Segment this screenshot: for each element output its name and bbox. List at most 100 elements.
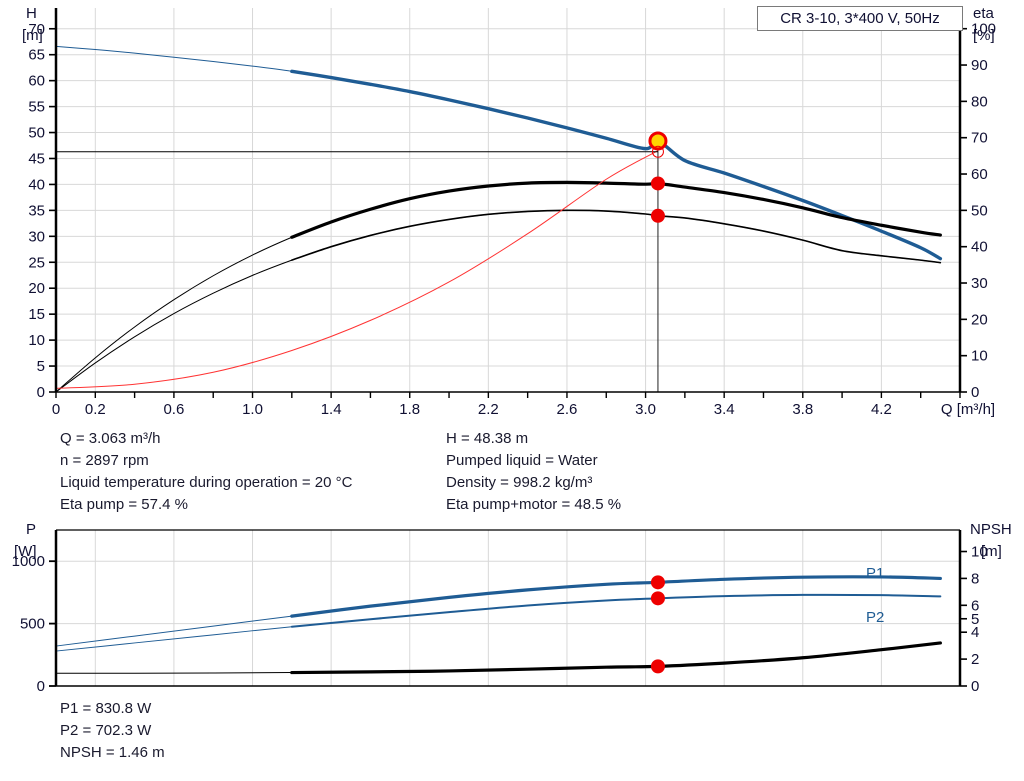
right-axis-tick-label: 20 — [971, 311, 988, 328]
info-liquid-temperature: Liquid temperature during operation = 20… — [60, 474, 353, 491]
bottom-right-axis-title: NPSH — [970, 521, 1012, 538]
left-axis-tick-label: 20 — [28, 280, 45, 297]
x-axis-tick-label: 4.2 — [871, 401, 892, 418]
info-p1: P1 = 830.8 W — [60, 700, 152, 717]
info-pumped-liquid: Pumped liquid = Water — [446, 452, 598, 469]
bottom-right-axis-tick-label: 5 — [971, 611, 979, 628]
left-axis-tick-label: 10 — [28, 332, 45, 349]
bottom-left-axis-unit: [W] — [14, 543, 37, 560]
bottom-markers — [650, 575, 665, 674]
left-axis-tick-label: 45 — [28, 150, 45, 167]
bottom-right-axis-tick-label: 4 — [971, 624, 979, 641]
right-axis-tick-label: 50 — [971, 202, 988, 219]
right-axis-tick-label: 0 — [971, 384, 979, 401]
x-axis-tick-label: 2.6 — [557, 401, 578, 418]
system-curve — [55, 150, 659, 389]
curve-thick-p2 — [290, 593, 942, 628]
x-axis-tick-label: 2.2 — [478, 401, 499, 418]
left-axis-tick-label: 60 — [28, 73, 45, 90]
right-axis-tick-label: 10 — [971, 348, 988, 365]
left-axis-tick-label: 50 — [28, 125, 45, 142]
p2-curve-label: P2 — [866, 609, 884, 626]
right-axis-tick-label: 60 — [971, 166, 988, 183]
x-axis-tick-label: 3.4 — [714, 401, 735, 418]
npsh-duty-point-marker — [650, 659, 665, 674]
x-axis-tick-label: 3.8 — [792, 401, 813, 418]
right-axis-title: eta — [973, 5, 995, 22]
left-axis-tick-label: 0 — [37, 384, 45, 401]
right-axis-tick-label: 80 — [971, 93, 988, 110]
top-x-axis: 0 0.2 0.6 1.0 1.4 1.8 2.2 2.6 3.0 3.4 3.8 4.2 Q [m³/… — [52, 392, 995, 418]
bottom-right-axis-tick-label: 2 — [971, 651, 979, 668]
left-axis-tick-label: 35 — [28, 202, 45, 219]
bottom-curves — [55, 575, 942, 675]
left-axis-tick-label: 25 — [28, 254, 45, 271]
left-axis-title: H — [26, 5, 37, 22]
left-axis-tick-label: 55 — [28, 99, 45, 116]
info-n: n = 2897 rpm — [60, 452, 149, 469]
x-axis-tick-label: 0 — [52, 401, 60, 418]
bottom-left-axis: 0 500 1000 P [W] — [12, 521, 56, 695]
info-top-right: H = 48.38 m Pumped liquid = Water Densit… — [446, 428, 621, 516]
top-curves — [55, 45, 943, 393]
info-npsh: NPSH = 1.46 m — [60, 744, 165, 761]
right-axis-tick-label: 70 — [971, 130, 988, 147]
system-curve-point-marker — [651, 145, 664, 158]
left-axis-tick-label: 40 — [28, 176, 45, 193]
info-bottom: P1 = 830.8 W P2 = 702.3 W NPSH = 1.46 m — [60, 698, 165, 764]
bottom-right-axis-unit: [m] — [981, 543, 1002, 560]
x-axis-tick-label: 1.4 — [321, 401, 342, 418]
page-title: CR 3-10, 3*400 V, 50Hz — [780, 10, 940, 27]
top-markers — [648, 131, 668, 223]
pump-model-title-box: CR 3-10, 3*400 V, 50Hz — [757, 6, 963, 31]
bottom-right-axis-tick-label: 8 — [971, 570, 979, 587]
curve-thick-h-head-curve- — [290, 69, 943, 261]
curve-thick-p1 — [290, 575, 942, 618]
p2-duty-point-marker — [650, 591, 665, 606]
bottom-right-axis-tick-label: 10 — [971, 544, 988, 561]
info-h: H = 48.38 m — [446, 430, 529, 447]
right-axis-unit: [%] — [973, 27, 995, 44]
right-axis-tick-label: 30 — [971, 275, 988, 292]
x-axis-tick-label: 1.8 — [399, 401, 420, 418]
left-axis-tick-label: 5 — [37, 358, 45, 375]
duty-point-marker — [648, 131, 668, 151]
p1-curve-label: P1 — [866, 565, 884, 582]
info-top-left: Q = 3.063 m³/h n = 2897 rpm Liquid tempe… — [60, 428, 352, 516]
curve-thick-eta-pump — [290, 180, 942, 239]
left-axis-tick-label: 70 — [28, 21, 45, 38]
right-axis-tick-label: 40 — [971, 239, 988, 256]
right-axis-tick-label: 90 — [971, 57, 988, 74]
right-axis-tick-label: 100 — [971, 21, 996, 38]
x-axis-tick-label: 1.0 — [242, 401, 263, 418]
left-axis-tick-label: 65 — [28, 47, 45, 64]
bottom-chart: P1 P2 0 500 1000 P [W] 0 2 456 8 10 NPSH [m] — [12, 521, 1012, 695]
left-axis-unit: [m] — [22, 27, 43, 44]
bottom-left-axis-tick-label: 500 — [20, 616, 45, 633]
bottom-right-axis-tick-label: 0 — [971, 678, 979, 695]
top-chart: 0510152025303540455055606570H[m]01020304… — [22, 5, 996, 418]
left-axis-tick-label: 30 — [28, 228, 45, 245]
bottom-left-axis-tick-label: 1000 — [12, 553, 45, 570]
bottom-left-axis-tick-label: 0 — [37, 678, 45, 695]
bottom-left-axis-title: P — [26, 521, 36, 538]
bottom-right-axis: 0 2 456 8 10 NPSH [m] — [960, 521, 1012, 695]
eta-pump-point-marker — [650, 176, 665, 191]
info-density: Density = 998.2 kg/m³ — [446, 474, 593, 491]
eta-pump-motor-point-marker — [650, 208, 665, 223]
left-axis-tick-label: 15 — [28, 306, 45, 323]
curve-thick-eta-pump-motor — [291, 209, 942, 264]
x-axis-tick-label: 0.6 — [163, 401, 184, 418]
bottom-right-axis-tick-label: 6 — [971, 597, 979, 614]
info-eta-pump-motor: Eta pump+motor = 48.5 % — [446, 496, 622, 513]
x-axis-title: Q [m³/h] — [941, 401, 995, 418]
curve-thick-npsh — [290, 641, 942, 675]
info-eta-pump: Eta pump = 57.4 % — [60, 496, 188, 513]
info-q: Q = 3.063 m³/h — [60, 430, 161, 447]
top-plot-background — [56, 8, 960, 392]
top-left-axis: 0 5 10 15 20 25 30 35 40 45 50 55 60 65 70H [m] — [22, 5, 56, 401]
info-p2: P2 = 702.3 W — [60, 722, 152, 739]
